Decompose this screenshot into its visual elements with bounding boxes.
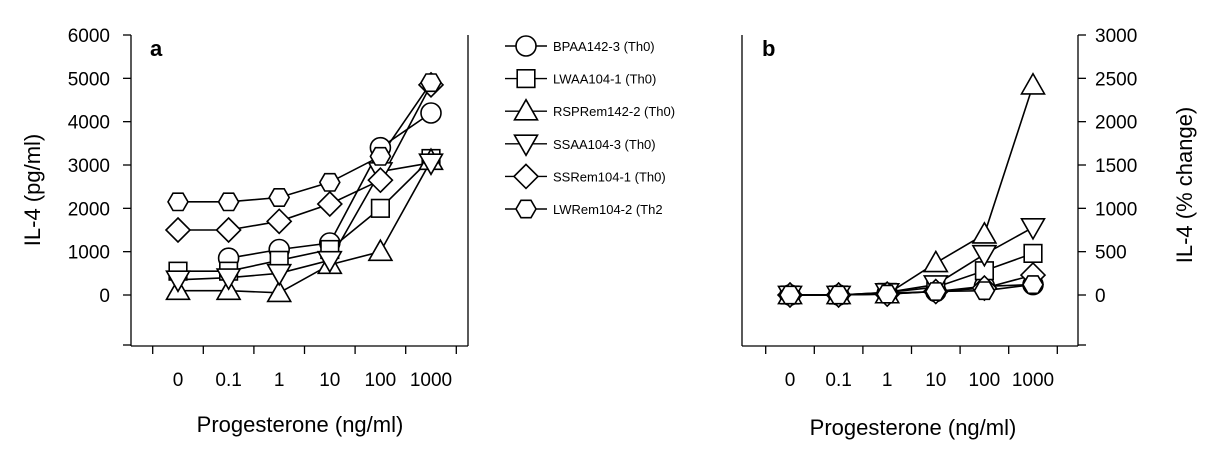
series-line-rsprem142-2-th0	[790, 85, 1034, 296]
data-point-rsprem142-2-th0-4	[971, 221, 998, 244]
data-point-rsprem142-2-th0-3	[922, 249, 949, 273]
data-point-lwrem104-2-th2-1	[217, 192, 240, 212]
x-axis-title: Progesterone (ng/ml)	[197, 412, 404, 437]
data-point-ssaa104-3-th0-1	[215, 268, 242, 291]
series-line-lwrem104-2-th2	[178, 82, 432, 203]
y-axis-title: IL-4 (pg/ml)	[20, 134, 45, 246]
data-point-lwrem104-2-th2-4	[369, 146, 392, 166]
x-tick-label: 1	[274, 370, 285, 391]
x-tick-label: 1000	[1012, 370, 1054, 391]
data-point-lwrem104-2-th2-1	[827, 285, 850, 305]
y-tick-label: 0	[1095, 286, 1106, 307]
data-point-ssrem104-1-th0-1	[215, 216, 242, 244]
x-tick-label: 1000	[410, 370, 452, 391]
data-point-ssaa104-3-th0-4	[971, 244, 998, 268]
data-point-ssrem104-1-th0-0	[164, 216, 192, 244]
legend-label: SSRem104-1 (Th0)	[553, 169, 666, 184]
y-tick-label: 4000	[68, 113, 110, 134]
data-point-lwrem104-2-th2-0	[779, 285, 801, 305]
legend-label: BPAA142-3 (Th0)	[553, 39, 655, 54]
data-point-ssaa104-3-th0-2	[266, 263, 293, 287]
data-point-lwrem104-2-th2-3	[924, 282, 947, 301]
legend-label: SSAA104-3 (Th0)	[553, 137, 656, 152]
y-tick-label: 5000	[68, 69, 110, 90]
legend-marker-ssaa104-3-th0	[513, 134, 539, 157]
series-line-rsprem142-2-th0	[178, 160, 432, 294]
legend-marker-lwaa104-1-th0	[516, 69, 536, 89]
x-tick-label: 0	[173, 370, 184, 391]
x-tick-label: 1	[882, 370, 893, 391]
data-point-ssrem104-1-th0-3	[316, 190, 343, 218]
series-line-lwaa104-1-th0	[178, 157, 432, 273]
y-tick-label: 3000	[1095, 26, 1137, 47]
data-point-lwaa104-1-th0-4	[370, 198, 391, 218]
data-point-lwrem104-2-th2-5	[1022, 275, 1044, 295]
legend-marker-bpaa142-3-th0	[515, 35, 537, 57]
data-point-lwrem104-2-th2-4	[973, 281, 996, 301]
x-tick-label: 0	[785, 370, 796, 391]
legend-label: RSPRem142-2 (Th0)	[553, 104, 675, 119]
x-tick-label: 0.1	[215, 370, 241, 391]
panel-a: 0 1000 2000 3000 4000 5000 6000 0 0.1 1 10 100 1000 P…	[20, 26, 469, 437]
data-point-lwrem104-2-th2-2	[876, 284, 899, 304]
series-line-ssrem104-1-th0	[178, 84, 432, 231]
x-axis-title: Progesterone (ng/ml)	[810, 415, 1017, 440]
legend-label: LWAA104-1 (Th0)	[553, 72, 656, 87]
x-tick-label: 100	[365, 370, 397, 391]
y-tick-label: 2500	[1095, 69, 1137, 90]
data-point-bpaa142-3-th0-5	[420, 102, 442, 124]
legend-label: LWRem104-2 (Th2	[553, 202, 663, 217]
y-tick-label: 2000	[1095, 113, 1137, 134]
legend-marker-rsprem142-2-th0	[513, 98, 539, 121]
data-point-ssrem104-1-th0-2	[266, 208, 293, 235]
data-point-ssaa104-3-th0-5	[418, 153, 444, 176]
y-tick-label: 1500	[1095, 156, 1137, 177]
panel-label: b	[762, 36, 775, 61]
data-point-ssaa104-3-th0-5	[1020, 217, 1046, 241]
data-point-rsprem142-2-th0-4	[367, 238, 394, 262]
x-tick-label: 0.1	[825, 370, 851, 391]
data-point-ssaa104-3-th0-0	[165, 270, 191, 293]
y-tick-label: 500	[1095, 243, 1127, 264]
x-tick-label: 100	[969, 370, 1001, 391]
y-tick-label: 6000	[68, 26, 110, 47]
legend-marker-ssrem104-1-th0	[512, 163, 540, 190]
legend: BPAA142-3 (Th0) LWAA104-1 (Th0) RSPRem142-…	[505, 35, 675, 219]
legend-marker-lwrem104-2-th2	[515, 199, 537, 219]
y-axis-title: IL-4 (% change)	[1172, 107, 1197, 264]
x-tick-label: 10	[319, 370, 340, 391]
y-tick-label: 1000	[68, 243, 110, 264]
data-point-ssaa104-3-th0-3	[316, 250, 343, 274]
panel-b: 0 500 1000 1500 2000 2500 3000 0 0.1 1 10 100 1000 Pr…	[741, 26, 1197, 440]
data-point-ssrem104-1-th0-4	[367, 167, 394, 194]
y-tick-label: 3000	[68, 156, 110, 177]
data-point-rsprem142-2-th0-5	[1020, 72, 1046, 95]
data-point-rsprem142-2-th0-2	[266, 279, 293, 303]
data-point-lwrem104-2-th2-2	[268, 188, 291, 207]
data-point-lwrem104-2-th2-5	[420, 73, 442, 93]
data-point-lwrem104-2-th2-0	[167, 192, 189, 212]
panel-label: a	[150, 36, 163, 61]
y-tick-label: 0	[99, 286, 110, 307]
y-tick-label: 1000	[1095, 199, 1137, 220]
data-point-lwrem104-2-th2-3	[318, 172, 341, 192]
y-tick-label: 2000	[68, 199, 110, 220]
data-point-lwaa104-1-th0-5	[1023, 243, 1043, 264]
x-tick-label: 10	[925, 370, 946, 391]
